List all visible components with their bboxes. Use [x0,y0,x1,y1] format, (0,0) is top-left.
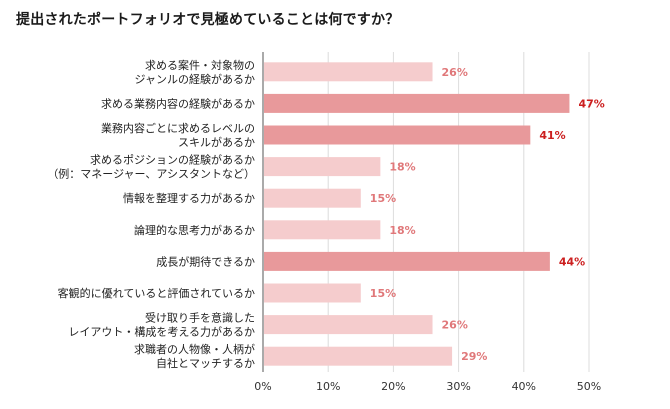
category-label: レイアウト・構成を考える力があるか [68,325,255,339]
x-tick-label: 10% [316,380,340,393]
bar [264,346,453,366]
value-label: 26% [442,66,468,79]
category-label: 求職者の人物像・人柄が [134,342,255,356]
category-label: 受け取り手を意識した [145,311,255,325]
category-label: 論理的な思考力があるか [134,223,255,237]
value-label: 41% [539,129,565,142]
x-tick-label: 40% [512,380,536,393]
bar [264,251,550,271]
bar [264,188,361,208]
category-label: ジャンルの経験があるか [135,72,255,86]
value-label: 29% [461,350,487,363]
category-label: 成長が期待できるか [156,254,255,268]
bar [264,93,570,113]
category-label: 業務内容ごとに求めるレベルの [101,121,255,135]
category-label: 自社とマッチするか [156,356,255,370]
category-label: 求める案件・対象物の [145,58,255,72]
value-label: 18% [389,224,415,237]
category-label: 情報を整理する力があるか [123,191,255,205]
bar [264,125,531,145]
bar [264,220,381,240]
category-label: 求める業務内容の経験があるか [101,96,255,110]
category-label: スキルがあるか [178,135,255,149]
bar [264,157,381,177]
category-label: （例：マネージャー、アシスタントなど） [47,167,255,181]
bar [264,315,433,335]
value-label: 44% [559,255,585,268]
value-label: 47% [578,97,604,110]
category-label: 求めるポジションの経験があるか [90,153,255,167]
value-label: 15% [370,192,396,205]
x-tick-label: 30% [446,380,470,393]
value-label: 15% [370,287,396,300]
x-tick-label: 20% [381,380,405,393]
category-label: 客観的に優れていると評価されているか [58,286,255,300]
bar [264,62,433,82]
chart-title: 提出されたポートフォリオで見極めていることは何ですか？ [16,12,400,28]
x-tick-label: 50% [577,380,601,393]
value-label: 26% [442,319,468,332]
bar [264,283,361,303]
value-label: 18% [389,161,415,174]
x-tick-label: 0% [254,380,271,393]
